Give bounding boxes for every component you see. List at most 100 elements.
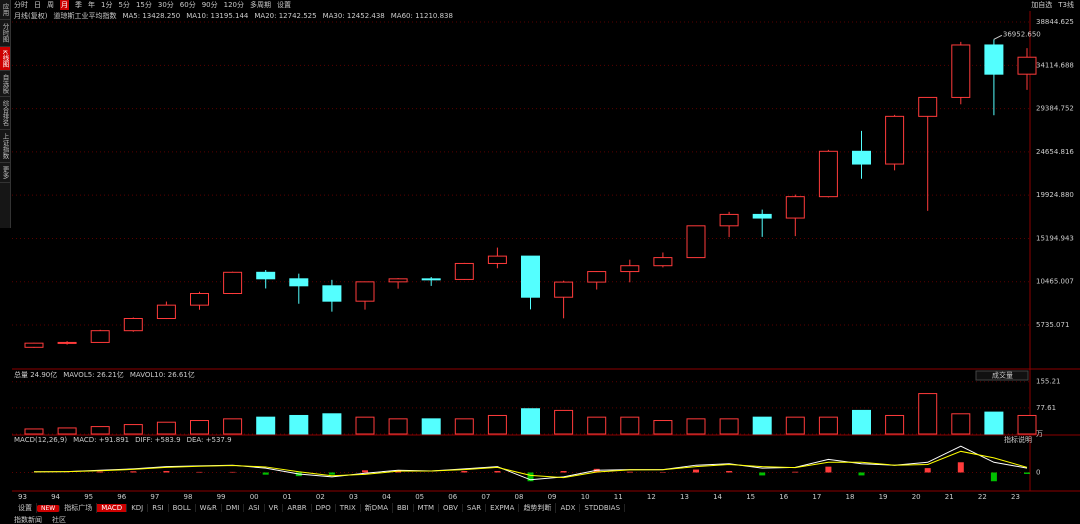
y-tick-label: 万 — [1036, 430, 1043, 438]
x-tick-label: 07 — [481, 493, 490, 501]
indicator-tab[interactable]: DPO — [312, 504, 336, 512]
candle-body — [719, 213, 739, 227]
indicator-tab[interactable]: MTM — [414, 504, 440, 512]
indicator-tab[interactable]: EXPMA — [486, 504, 520, 512]
macd-bar — [130, 471, 137, 473]
sidebar-tab[interactable]: K线图 — [0, 46, 10, 71]
panel-title: 月线(复权) — [14, 11, 48, 20]
period-button[interactable]: 周 — [47, 1, 54, 9]
sidebar-tab[interactable]: 更多 — [0, 163, 10, 184]
legend-item: MACD: +91.891 — [73, 436, 129, 444]
y-tick-label: 10465.007 — [1036, 278, 1074, 286]
indicator-tab[interactable]: W&R — [196, 504, 222, 512]
candle-body — [322, 285, 342, 302]
indicator-tab[interactable]: VR — [265, 504, 284, 512]
x-tick-label: 11 — [614, 493, 623, 501]
volume-bar — [653, 420, 673, 435]
indicator-tab[interactable]: RSI — [148, 504, 169, 512]
period-button[interactable]: 15分 — [135, 1, 152, 9]
macd-bar — [924, 468, 931, 473]
macd-bar — [229, 471, 236, 473]
period-button[interactable]: 1分 — [101, 1, 113, 9]
volume-bar — [785, 416, 805, 435]
x-tick-label: 14 — [713, 493, 722, 501]
legend-item: MA10: 13195.144 — [186, 12, 249, 20]
period-button[interactable]: 分时 — [14, 1, 28, 9]
volume-bar — [719, 418, 739, 435]
candle-body — [818, 150, 838, 198]
volume-bar — [322, 413, 342, 435]
y-tick-label: 24654.816 — [1036, 148, 1074, 156]
macd-bar — [626, 471, 633, 473]
indicator-tab[interactable]: TRIX — [336, 504, 361, 512]
volume-bar — [487, 414, 507, 435]
indicator-tab[interactable]: OBV — [439, 504, 463, 512]
volume-bar — [752, 416, 772, 435]
indicator-tab[interactable]: KDJ — [127, 504, 149, 512]
candle-body — [487, 255, 507, 264]
indicator-tab[interactable]: 趋势判断 — [519, 503, 557, 513]
toolbar-button[interactable]: T3线 — [1058, 1, 1074, 9]
candle-body — [653, 257, 673, 267]
y-tick-label: 5735.071 — [1036, 321, 1069, 329]
dropdown[interactable] — [975, 370, 1029, 381]
sidebar-tab[interactable]: 自选股 — [0, 71, 10, 98]
candle-body — [454, 262, 474, 280]
footer-tab[interactable]: 指数新闻 — [14, 515, 42, 524]
sidebar-tab[interactable]: 分时图 — [0, 20, 10, 47]
x-tick-label: 23 — [1011, 493, 1020, 501]
sidebar-tab[interactable]: 上证指数 — [0, 130, 10, 164]
macd-bar — [957, 462, 964, 473]
indicator-tab[interactable]: 设置 — [14, 503, 37, 513]
sidebar-tab[interactable]: 综合排名 — [0, 97, 10, 131]
x-tick-label: 96 — [117, 493, 126, 501]
candle-body — [190, 292, 209, 306]
toolbar-button[interactable]: 加自选 — [1031, 1, 1053, 9]
indicator-tab[interactable]: BOLL — [169, 504, 196, 512]
period-button[interactable]: 设置 — [277, 1, 291, 9]
x-tick-label: 03 — [349, 493, 358, 501]
sidebar-tab[interactable]: 应用 — [0, 0, 10, 20]
indicator-tab[interactable]: 指标广场 — [60, 503, 98, 513]
x-tick-label: 02 — [316, 493, 325, 501]
indicator-tab[interactable]: ASI — [244, 504, 265, 512]
help-link[interactable]: 指标说明 — [1004, 435, 1032, 444]
period-button[interactable]: 5分 — [118, 1, 130, 9]
volume-bar — [852, 409, 871, 435]
x-tick-label: 17 — [812, 493, 821, 501]
period-toolbar: 分时日周月季年 1分 5分 15分 30分 60分 90分 120分 多周期 设置 — [14, 0, 291, 10]
candle-body — [1017, 56, 1037, 75]
indicator-tab[interactable]: ARBR — [283, 504, 312, 512]
x-tick-label: 94 — [51, 493, 60, 501]
macd-bar — [328, 472, 335, 475]
y-tick-label: 19924.880 — [1036, 191, 1074, 199]
volume-bar — [587, 416, 607, 435]
indicator-tab[interactable]: MACD — [97, 504, 128, 512]
volume-bar — [454, 418, 474, 435]
indicator-tab[interactable]: ADX — [556, 504, 581, 512]
indicator-tab[interactable]: 新DMA — [361, 503, 393, 513]
x-tick-label: 10 — [581, 493, 590, 501]
panel-subtitle: 道琼斯工业平均指数 — [53, 11, 116, 20]
footer-tab[interactable]: 社区 — [52, 515, 66, 524]
indicator-tab[interactable]: SAR — [463, 504, 487, 512]
indicator-tab[interactable]: DMI — [222, 504, 245, 512]
indicator-tab[interactable]: BBI — [393, 504, 414, 512]
period-button[interactable]: 120分 — [223, 1, 244, 9]
period-button[interactable]: 90分 — [201, 1, 218, 9]
volume-bar — [223, 418, 243, 435]
candle-body — [521, 255, 540, 298]
indicator-tab[interactable]: NEW — [37, 504, 61, 512]
candle-body — [984, 44, 1004, 75]
x-tick-label: 22 — [978, 493, 987, 501]
period-button[interactable]: 月 — [60, 0, 69, 10]
period-button[interactable]: 日 — [34, 1, 41, 9]
period-button[interactable]: 年 — [88, 1, 95, 9]
period-button[interactable]: 30分 — [157, 1, 174, 9]
x-tick-label: 18 — [846, 493, 855, 501]
period-button[interactable]: 60分 — [179, 1, 196, 9]
period-button[interactable]: 季 — [75, 1, 82, 9]
period-button[interactable]: 多周期 — [250, 1, 271, 9]
indicator-tab[interactable]: STDDBIAS — [580, 504, 626, 512]
